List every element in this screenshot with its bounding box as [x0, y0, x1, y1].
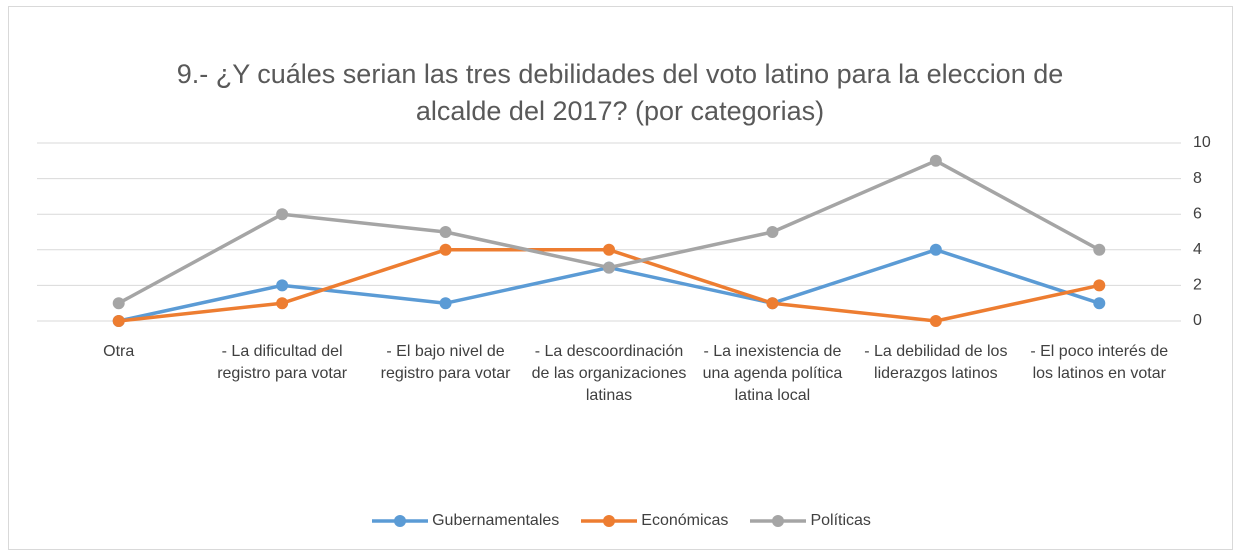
legend-marker	[394, 515, 407, 527]
legend: Gubernamentales Económicas Políticas	[0, 512, 1243, 530]
chart-title: 9.- ¿Y cuáles serian las tres debilidade…	[176, 59, 1064, 126]
legend-label: Políticas	[810, 512, 871, 529]
x-tick-label: - La inexistencia de una agenda política…	[702, 343, 843, 404]
point	[439, 297, 452, 310]
legend-marker	[603, 515, 616, 527]
y-tick-label: 2	[1193, 277, 1202, 294]
x-tick-label: - El bajo nivel de registro para votar	[380, 343, 511, 382]
point	[766, 226, 779, 238]
legend-item: Políticas	[750, 512, 871, 530]
legend-swatch	[750, 515, 807, 527]
point	[1093, 297, 1106, 310]
point	[766, 297, 779, 310]
point	[112, 297, 125, 310]
legend-swatch	[372, 515, 429, 527]
y-tick-label: 8	[1193, 170, 1202, 187]
chart-frame	[8, 6, 1233, 550]
point	[439, 243, 452, 256]
x-tick-label: Otra	[103, 343, 135, 360]
x-tick-label: - La descoordinación de las organizacion…	[531, 343, 687, 404]
legend-item: Gubernamentales	[372, 512, 559, 530]
point	[276, 279, 289, 292]
point	[929, 154, 942, 167]
point	[929, 243, 942, 256]
point	[603, 261, 615, 274]
point	[112, 315, 125, 327]
series-line	[117, 159, 1101, 305]
point	[1093, 243, 1106, 256]
y-tick-label: 0	[1193, 312, 1202, 329]
point	[276, 297, 289, 310]
point	[929, 315, 942, 327]
legend-label: Gubernamentales	[432, 512, 560, 529]
point	[439, 226, 452, 238]
y-tick-label: 10	[1193, 134, 1211, 151]
point	[603, 243, 615, 256]
x-tick-label: - El poco interés de los latinos en vota…	[1030, 343, 1169, 382]
x-tick-label: - La dificultad del registro para votar	[217, 343, 348, 382]
legend-swatch	[581, 515, 638, 527]
legend-item: Económicas	[581, 512, 728, 530]
legend-label: Económicas	[641, 512, 729, 529]
y-tick-label: 6	[1193, 205, 1202, 222]
x-tick-label: - La debilidad de los liderazgos latinos	[864, 343, 1008, 382]
legend-marker	[772, 515, 785, 527]
y-tick-label: 4	[1193, 241, 1202, 258]
point	[276, 208, 289, 221]
point	[1093, 279, 1106, 292]
